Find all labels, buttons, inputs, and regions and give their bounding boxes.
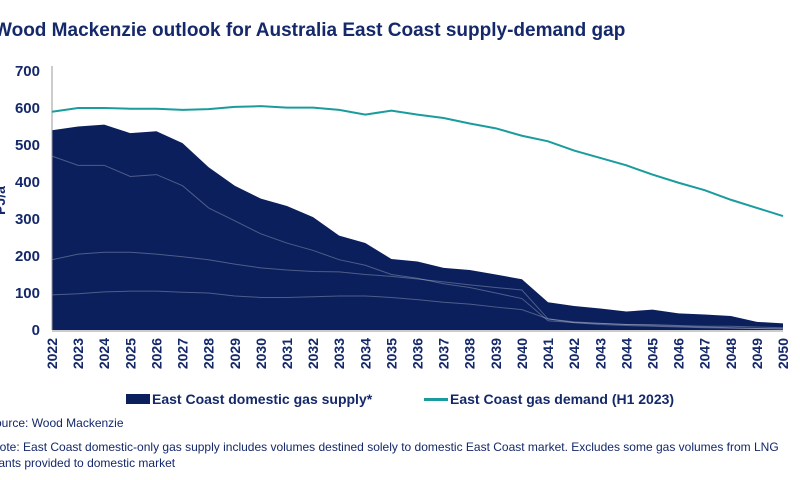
y-tick-label: 200 [15,248,40,265]
legend-label-supply: East Coast domestic gas supply* [152,391,373,407]
demand-line [51,105,784,217]
y-tick-label: 700 [15,63,40,80]
x-tick-label: 2037 [436,338,452,369]
x-tick-label: 2030 [253,338,269,369]
x-tick-label: 2028 [201,338,217,369]
supply-layer-boundary-2 [51,290,784,330]
x-tick-label: 2032 [305,338,321,369]
demand-swatch [424,397,448,401]
x-tick-label: 2029 [227,338,243,369]
x-tick-label: 2048 [723,338,739,369]
supply-layer-boundary-1 [51,251,784,330]
x-tick-label: 2042 [566,338,582,369]
x-tick-label: 2024 [96,338,112,369]
x-tick-label: 2050 [775,338,791,369]
legend-item-supply: East Coast domestic gas supply* [126,391,372,407]
chart-title: Wood Mackenzie outlook for Australia Eas… [0,20,626,41]
x-tick-label: 2046 [671,338,687,369]
supply-swatch [126,394,150,404]
x-tick-label: 2041 [540,338,556,369]
x-tick-label: 2049 [749,338,765,369]
chart: 0 100 200 300 400 500 600 700 PJ/a 2022 2023 2024 20… [0,63,791,369]
x-tick-label: 2023 [70,338,86,369]
x-tick-label: 2035 [383,338,399,369]
x-tick-label: 2043 [592,338,608,369]
x-tick-label: 2045 [644,338,660,369]
legend-label-demand: East Coast gas demand (H1 2023) [450,391,675,407]
y-tick-label: 400 [15,174,40,191]
supply-layer-boundary-0 [51,155,784,329]
x-tick-label: 2047 [697,338,713,369]
x-tick-label: 2033 [331,338,347,369]
y-tick-label: 100 [15,285,40,302]
x-tick-label: 2038 [462,338,478,369]
note-line-2: plants provided to domestic market [0,456,176,470]
x-tick-label: 2039 [488,338,504,369]
x-tick-label: 2036 [410,338,426,369]
x-tick-label: 2044 [618,338,634,369]
source-text: Source: Wood Mackenzie [0,416,124,430]
x-tick-label: 2040 [514,338,530,369]
x-tick-label: 2031 [279,338,295,369]
x-tick-label: 2022 [44,338,60,369]
x-tick-label: 2026 [148,338,164,369]
y-axis-label: PJ/a [0,186,8,215]
y-tick-label: 600 [15,100,40,117]
legend-item-demand: East Coast gas demand (H1 2023) [424,391,674,407]
x-tick-label: 2034 [357,338,373,369]
y-tick-label: 300 [15,211,40,228]
y-tick-label: 500 [15,137,40,154]
supply-area [52,124,783,331]
x-tick-label: 2027 [175,338,191,369]
x-tick-label: 2025 [122,338,138,369]
note-line-1: Note: East Coast domestic-only gas suppl… [0,440,779,454]
y-tick-label: 0 [32,322,40,339]
